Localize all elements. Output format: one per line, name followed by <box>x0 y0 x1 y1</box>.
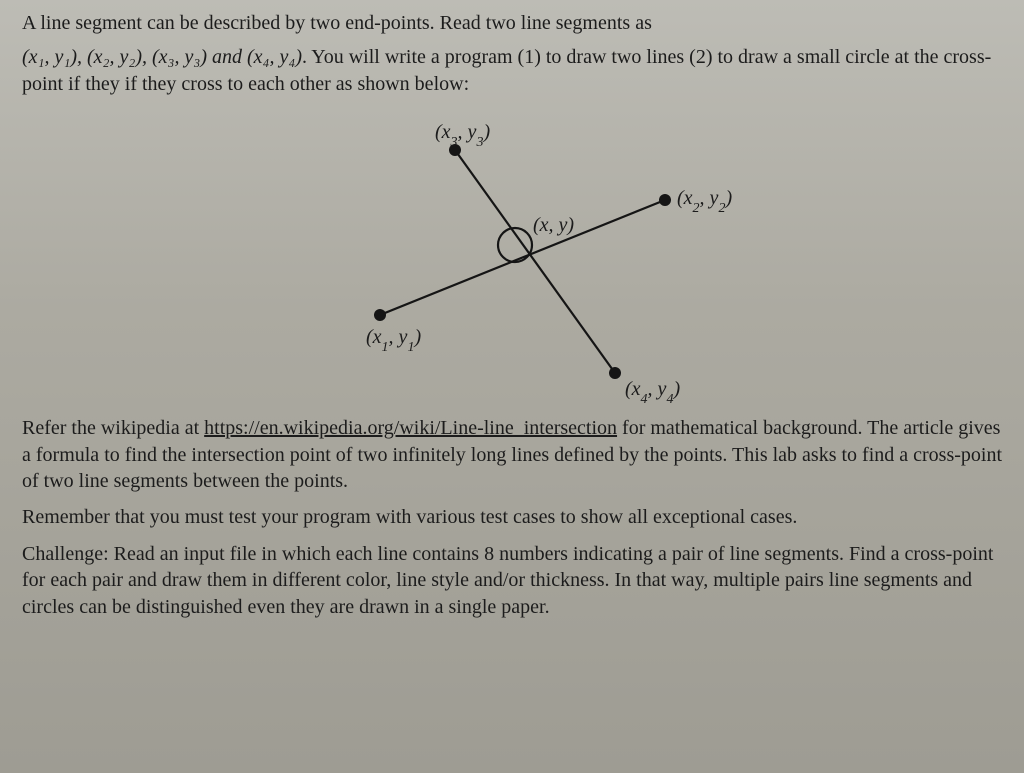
challenge-paragraph: Challenge: Read an input file in which e… <box>22 541 1008 620</box>
point-label: (x3, y3) <box>435 121 490 150</box>
endpoint-dot <box>374 309 386 321</box>
figure-wrap: (x1, y1) (x2, y2) (x3, y3) (x4, y4) (x, y) <box>22 105 1008 405</box>
remember-paragraph: Remember that you must test your program… <box>22 504 1008 530</box>
wiki-link[interactable]: https://en.wikipedia.org/wiki/Line-line_… <box>204 417 617 439</box>
segment <box>380 200 665 315</box>
point-label: (x4, y4) <box>625 378 680 405</box>
segment <box>455 150 615 373</box>
intersection-figure: (x1, y1) (x2, y2) (x3, y3) (x4, y4) (x, y) <box>235 105 795 405</box>
reference-paragraph: Refer the wikipedia at https://en.wikipe… <box>22 415 1008 494</box>
intro-line-2-3: (x₁, y₁), (x₂, y₂), (x₃, y₃) and (x₄, y₄… <box>22 44 1008 97</box>
intro-line-1: A line segment can be described by two e… <box>22 10 1008 36</box>
cross-label: (x, y) <box>533 214 574 236</box>
endpoint-dot <box>659 194 671 206</box>
document-page: A line segment can be described by two e… <box>0 0 1024 773</box>
endpoint-dot <box>609 367 621 379</box>
ref-prefix: Refer the wikipedia at <box>22 417 204 439</box>
points-inline: (x₁, y₁), (x₂, y₂), (x₃, y₃) and (x₄, y₄… <box>22 46 302 68</box>
point-label: (x1, y1) <box>366 326 421 355</box>
point-label: (x2, y2) <box>677 187 732 216</box>
